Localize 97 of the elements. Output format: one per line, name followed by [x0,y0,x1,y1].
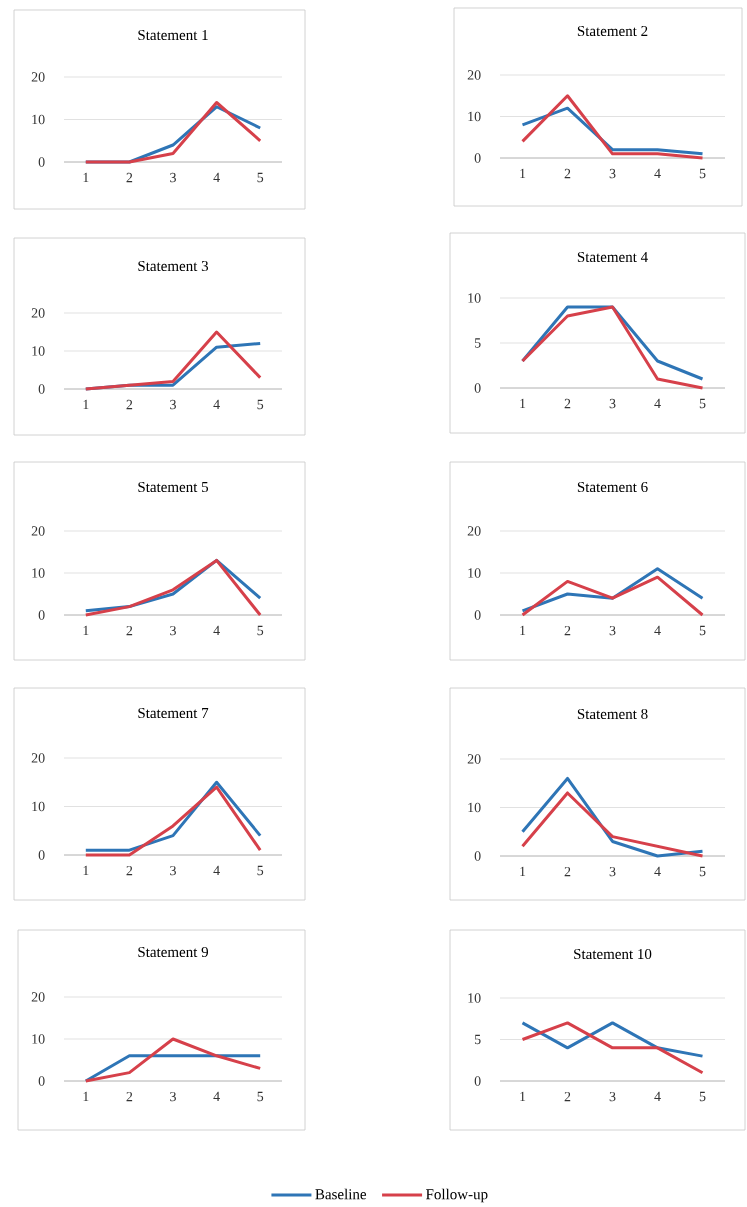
x-tick-label: 4 [213,172,220,183]
y-tick-label: 0 [38,850,45,860]
x-tick-label: 1 [520,168,526,179]
x-tick-label: 1 [83,625,89,636]
line-series [521,1021,704,1075]
y-tick-label: 10 [32,801,45,812]
y-tick-label: 20 [31,308,45,318]
chart-title: Statement 10 [574,948,652,960]
y-tick-label: 10 [468,802,481,813]
x-tick-label: 1 [83,172,89,183]
chart-title: Statement 7 [138,707,209,719]
y-tick-label: 10 [32,346,45,356]
x-tick-label: 5 [699,625,706,636]
line-series [521,575,705,617]
y-tick-label: 0 [38,610,45,620]
x-tick-label: 1 [520,398,526,409]
x-tick-label: 5 [699,398,706,409]
x-tick-label: 5 [699,1091,706,1102]
y-tick-label: 5 [474,1034,481,1045]
x-tick-label: 1 [83,865,89,876]
y-tick-label: 10 [32,1034,45,1044]
line-series [84,1037,262,1083]
y-tick-label: 20 [467,70,481,80]
x-tick-label: 5 [699,866,706,877]
x-tick-label: 3 [170,865,176,876]
x-tick-label: 3 [170,1091,176,1102]
y-tick-label: 0 [474,1076,481,1086]
x-tick-label: 3 [170,625,176,636]
y-tick-label: 10 [32,568,45,578]
y-tick-label: 20 [31,753,45,763]
y-tick-label: 20 [31,526,45,536]
y-tick-label: 10 [468,993,481,1003]
x-tick-label: 4 [213,1091,220,1102]
x-tick-label: 2 [564,1091,571,1102]
y-tick-label: 20 [31,992,45,1002]
x-tick-label: 2 [126,399,133,410]
x-tick-label: 4 [213,865,220,876]
x-tick-label: 1 [520,1091,526,1102]
chart-title: Statement 8 [577,708,648,720]
y-tick-label: 5 [474,338,481,348]
x-tick-label: 1 [83,1091,89,1102]
y-tick-label: 0 [474,610,481,620]
x-tick-label: 3 [170,172,176,183]
y-tick-label: 0 [474,851,481,861]
chart-title: Statement 2 [577,25,648,37]
y-tick-label: 20 [467,526,481,536]
y-tick-label: 10 [468,111,481,122]
y-tick-label: 0 [38,157,45,167]
y-tick-label: 20 [31,72,45,82]
x-tick-label: 2 [564,866,571,877]
chart-title: Statement 9 [138,946,209,958]
x-tick-label: 2 [564,398,571,409]
x-tick-label: 5 [257,1091,264,1102]
x-tick-label: 1 [83,399,89,410]
legend-label: Baseline [315,1188,367,1200]
x-tick-label: 5 [257,172,264,183]
y-tick-label: 20 [467,754,481,764]
line-series [521,94,705,160]
chart-title: Statement 5 [138,481,209,493]
x-tick-label: 2 [126,625,133,636]
x-tick-label: 3 [609,398,616,409]
x-tick-label: 4 [654,625,661,636]
x-tick-label: 2 [126,172,133,183]
y-tick-label: 0 [38,384,45,394]
x-tick-label: 5 [699,168,706,179]
x-tick-label: 4 [654,866,661,877]
chart-title: Statement 1 [138,29,208,41]
x-tick-label: 2 [126,865,133,876]
x-tick-label: 4 [213,625,220,636]
y-tick-label: 10 [468,568,481,578]
x-tick-label: 1 [520,866,526,877]
y-tick-label: 10 [32,114,45,125]
x-tick-label: 4 [654,398,661,409]
x-tick-label: 4 [654,168,661,179]
x-tick-label: 3 [609,1091,616,1102]
x-tick-label: 3 [609,168,616,179]
chart-title: Statement 3 [138,260,209,272]
x-tick-label: 2 [126,1091,133,1102]
x-tick-label: 5 [257,399,264,410]
x-tick-label: 3 [609,625,616,636]
x-tick-label: 3 [609,866,616,877]
x-tick-label: 4 [654,1091,661,1102]
y-tick-label: 0 [38,1076,45,1086]
y-tick-label: 10 [468,293,481,303]
x-tick-label: 5 [257,625,264,636]
x-tick-label: 4 [213,399,220,410]
legend-label: Follow-up [426,1188,488,1203]
y-tick-label: 0 [474,383,481,393]
chart-title: Statement 6 [577,481,648,493]
y-tick-label: 0 [474,153,481,163]
x-tick-label: 3 [170,399,176,410]
x-tick-label: 2 [564,625,571,636]
x-tick-label: 5 [257,865,264,876]
x-tick-label: 2 [564,168,571,179]
chart-title: Statement 4 [577,251,648,263]
x-tick-label: 1 [520,625,526,636]
line-series [84,330,262,391]
